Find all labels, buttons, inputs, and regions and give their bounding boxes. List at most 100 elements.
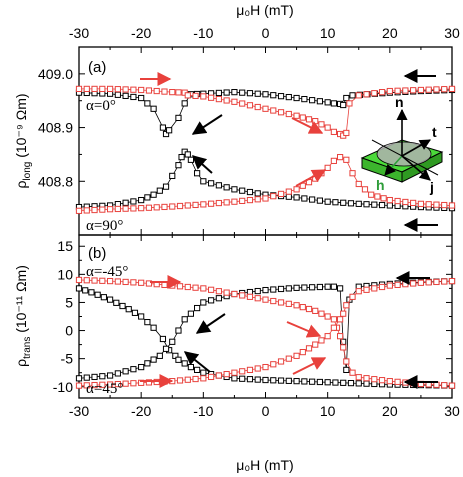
data-point-a-3 [254, 196, 261, 203]
data-point-a-1 [231, 98, 238, 105]
data-point-a-1 [161, 88, 168, 95]
series-line-b-3 [78, 280, 453, 386]
data-point-a-1 [285, 110, 292, 118]
data-point-a-2 [215, 182, 222, 189]
data-point-b-0 [100, 294, 107, 301]
inset-label-n: n [395, 94, 404, 110]
data-point-a-2 [223, 184, 230, 191]
data-point-a-3 [270, 193, 277, 200]
panel-a-y-axis-symbol: ρ [13, 181, 29, 189]
data-point-a-2 [301, 195, 308, 202]
data-point-b-3 [192, 375, 199, 383]
data-point-b-3 [99, 381, 106, 388]
data-point-b-1 [156, 352, 163, 359]
panel-b-series [75, 276, 456, 389]
data-point-a-3 [425, 201, 432, 208]
data-point-a-1 [184, 92, 191, 99]
data-point-b-2 [208, 286, 215, 293]
data-point-b-3 [349, 293, 356, 300]
x-tick-label-bottom: -10 [193, 403, 213, 419]
data-point-a-3 [153, 204, 160, 211]
data-point-b-2 [305, 305, 313, 313]
data-point-b-1 [187, 310, 195, 317]
data-point-a-3 [106, 206, 114, 213]
data-point-b-1 [162, 345, 170, 352]
data-point-b-3 [122, 380, 129, 387]
data-point-b-0 [355, 380, 362, 387]
data-point-b-3 [176, 377, 184, 384]
inset-vector-h [384, 155, 403, 176]
data-point-b-3 [417, 279, 425, 286]
bottom-x-axis-label: μ₀H (mT) [236, 457, 293, 473]
data-point-a-2 [150, 191, 157, 198]
x-tick-label-top: -30 [69, 25, 89, 41]
data-point-b-2 [83, 277, 90, 284]
data-point-b-1 [144, 360, 151, 367]
data-point-b-3 [130, 380, 137, 387]
data-point-b-0 [82, 287, 89, 294]
data-point-b-1 [194, 304, 201, 312]
data-point-a-1 [343, 129, 350, 137]
panel-a-y-axis-units: (10⁻⁹ Ωm) [13, 93, 29, 161]
data-point-b-2 [324, 313, 331, 320]
data-point-a-1 [433, 86, 440, 93]
geometry-inset: n t h j [360, 94, 444, 195]
data-point-b-1 [324, 283, 331, 290]
data-point-a-2 [324, 198, 331, 205]
data-point-a-0 [150, 105, 157, 112]
data-point-b-2 [337, 333, 344, 340]
x-tick-label-top: 20 [382, 25, 398, 41]
data-point-a-1 [441, 86, 448, 93]
data-point-b-0 [175, 356, 182, 363]
data-point-b-1 [270, 286, 277, 293]
x-tick-label-bottom: -30 [69, 403, 89, 419]
data-point-b-1 [99, 373, 106, 380]
data-point-a-2 [316, 197, 323, 204]
data-point-b-1 [309, 284, 316, 291]
data-point-b-0 [285, 377, 292, 384]
data-point-a-1 [122, 86, 129, 93]
data-point-a-0 [159, 124, 167, 131]
x-tick-label-top: 0 [262, 25, 270, 41]
y-tick-label: 409.0 [38, 66, 73, 82]
data-point-a-0 [270, 92, 277, 99]
data-point-b-3 [246, 366, 254, 373]
data-point-a-1 [371, 90, 378, 97]
data-point-a-2 [184, 151, 191, 158]
data-point-a-2 [332, 199, 339, 206]
data-point-a-0 [231, 89, 238, 96]
x-tick-label-top: 30 [444, 25, 460, 41]
panel-a-annotation-alpha-0: α=0° [86, 98, 116, 114]
data-point-a-3 [200, 201, 207, 208]
data-point-b-1 [122, 368, 129, 375]
data-point-b-2 [448, 382, 456, 389]
data-point-a-2 [175, 162, 182, 169]
data-point-a-1 [75, 85, 83, 92]
data-point-b-2 [363, 375, 370, 382]
data-point-a-1 [410, 87, 417, 94]
y-tick-label: 0 [65, 323, 73, 339]
data-point-b-0 [172, 352, 179, 359]
data-point-b-1 [285, 285, 292, 292]
data-point-a-1 [83, 85, 90, 92]
y-tick-label: 408.8 [38, 173, 73, 189]
data-point-b-2 [184, 283, 191, 291]
data-point-a-2 [144, 194, 151, 201]
data-point-a-1 [91, 85, 98, 92]
data-point-a-0 [293, 94, 300, 102]
data-point-a-3 [208, 200, 215, 207]
data-point-b-0 [94, 291, 101, 298]
data-point-a-0 [254, 90, 261, 97]
panel-b-annotation-alpha-45: α=45° [86, 381, 123, 397]
data-point-b-2 [254, 295, 261, 302]
x-tick-label-bottom: 30 [444, 403, 460, 419]
panel-b-y-axis-units: (10⁻¹¹ Ωm) [13, 265, 29, 337]
data-point-b-3 [340, 310, 347, 317]
panel-b-y-axis-subscript: trans [22, 337, 33, 359]
panel-b-y-axis-symbol: ρ [13, 359, 29, 367]
inset-vector-t [401, 139, 431, 157]
data-point-b-1 [215, 295, 222, 302]
data-point-b-2 [99, 277, 106, 284]
data-point-a-0 [138, 94, 145, 102]
data-point-a-2 [208, 180, 215, 187]
